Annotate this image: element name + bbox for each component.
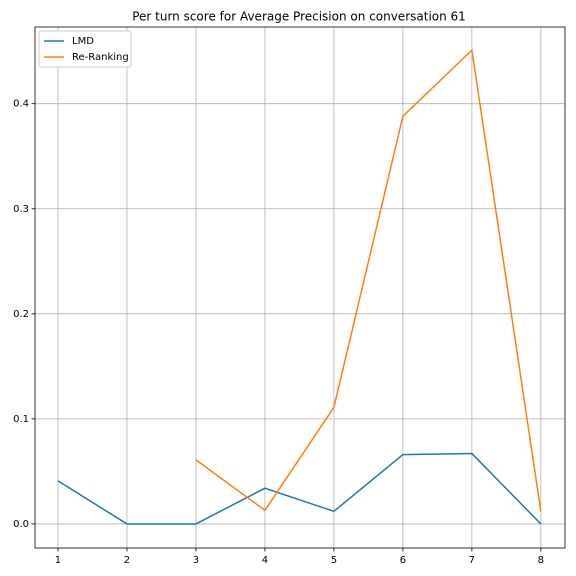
x-tick-label: 8 [538, 555, 544, 566]
y-tick-label: 0.0 [13, 519, 29, 530]
x-tick-label: 6 [400, 555, 406, 566]
legend-label: LMD [72, 36, 94, 47]
x-tick-label: 3 [193, 555, 199, 566]
line-series [195, 48, 542, 512]
x-tick-label: 7 [469, 555, 475, 566]
x-tick-label: 5 [331, 555, 337, 566]
legend-box [38, 30, 132, 68]
chart-title: Per turn score for Average Precision on … [132, 10, 466, 24]
y-tick-label: 0.2 [13, 309, 29, 320]
x-tick-label: 2 [124, 555, 130, 566]
plot-frame [34, 26, 566, 549]
line-series [57, 452, 542, 525]
x-tick-label: 4 [262, 555, 268, 566]
legend-label: Re-Ranking [72, 52, 129, 63]
y-tick-label: 0.3 [13, 204, 29, 215]
x-tick-label: 1 [55, 555, 61, 566]
y-tick-label: 0.4 [13, 99, 29, 110]
legend: LMD Re-Ranking [38, 30, 132, 68]
y-tick-label: 0.1 [13, 414, 29, 425]
